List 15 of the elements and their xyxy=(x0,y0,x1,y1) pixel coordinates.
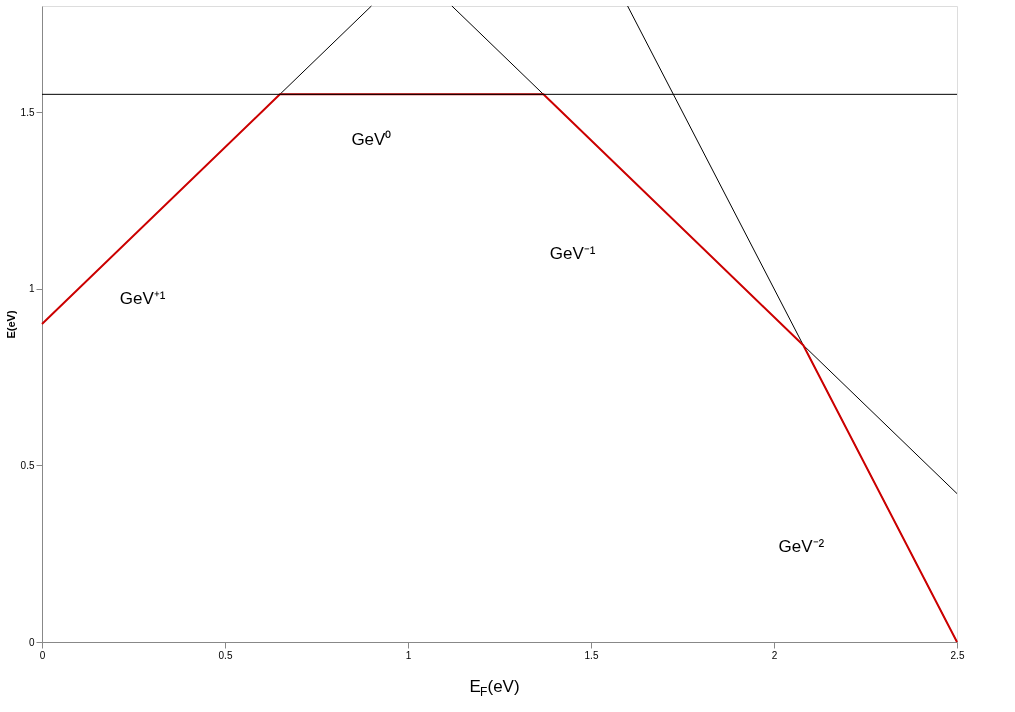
y-tick-label: 0.5 xyxy=(20,459,35,471)
x-tick-label: 0.5 xyxy=(218,649,233,661)
y-tick-label: 1 xyxy=(28,283,35,295)
annotation: GeV⁺¹ xyxy=(119,288,166,308)
y-tick-label: 0 xyxy=(28,636,35,648)
x-tick-label: 0 xyxy=(39,649,46,661)
x-tick-label: 2 xyxy=(771,649,778,661)
annotation: GeV⁰ xyxy=(351,129,392,149)
annotation: GeV⁻¹ xyxy=(549,244,596,264)
y-axis-title: E(eV) xyxy=(4,310,17,339)
x-tick-label: 1.5 xyxy=(584,649,599,661)
x-tick-label: 1 xyxy=(405,649,412,661)
annotation: GeV⁻² xyxy=(778,536,825,556)
x-tick-label: 2.5 xyxy=(950,649,965,661)
y-tick-label: 1.5 xyxy=(20,106,35,118)
